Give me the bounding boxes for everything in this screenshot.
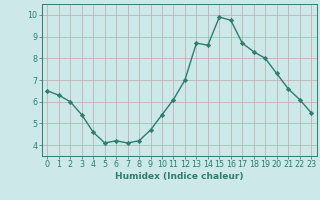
X-axis label: Humidex (Indice chaleur): Humidex (Indice chaleur) xyxy=(115,172,244,181)
